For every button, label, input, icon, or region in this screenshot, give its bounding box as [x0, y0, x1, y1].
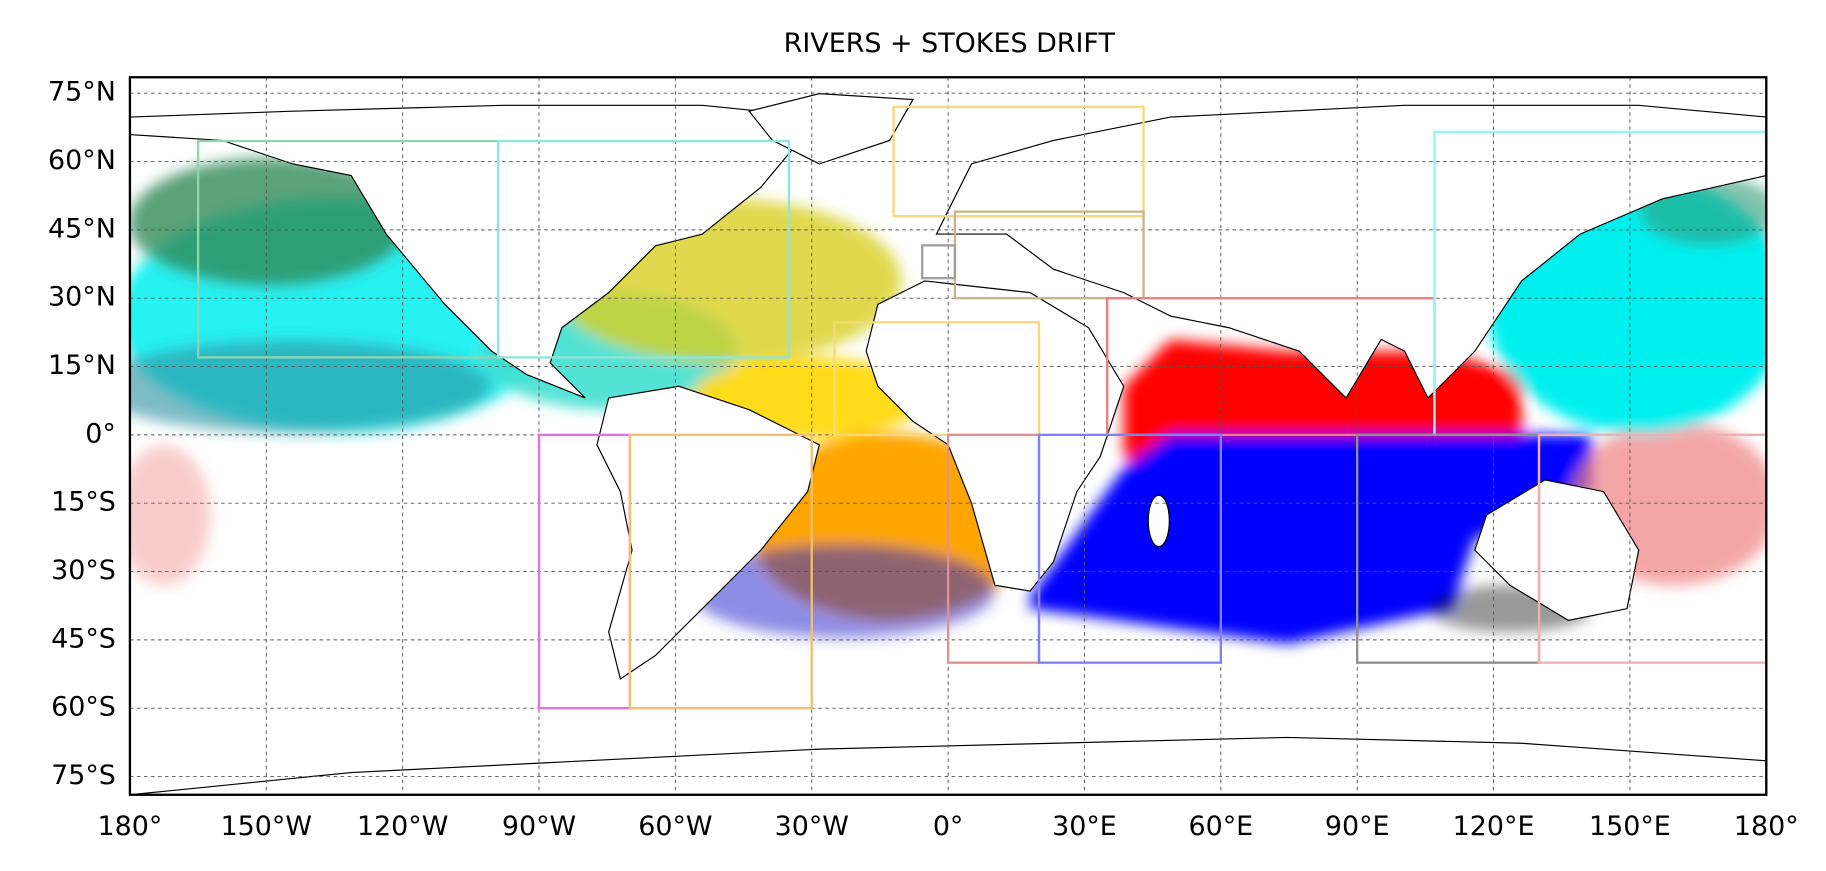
y-tick-label: 75°S — [51, 760, 116, 791]
x-tick-label: 30°W — [775, 811, 849, 842]
x-tick-label: 180° — [98, 811, 163, 842]
y-tick-label: 75°N — [48, 77, 116, 108]
region-box — [496, 139, 791, 359]
chart-title: RIVERS + STOKES DRIFT — [784, 28, 1116, 59]
y-tick-label: 60°S — [51, 692, 116, 723]
y-tick-label: 30°S — [51, 555, 116, 586]
x-tick-label: 120°E — [1453, 811, 1535, 842]
y-tick-label: 60°N — [48, 145, 116, 176]
x-tick-label: 0° — [933, 811, 964, 842]
map: RIVERS + STOKES DRIFT 180° 150°W 120°W 90°W… — [48, 28, 1799, 842]
y-tick-label: 0° — [85, 418, 116, 449]
y-tick-label: 45°N — [48, 213, 116, 244]
map-frame — [128, 76, 1768, 796]
y-tick-label: 30°N — [48, 282, 116, 313]
x-tick-label: 60°W — [638, 811, 712, 842]
region-box — [892, 105, 1145, 218]
x-tick-label: 60°E — [1188, 811, 1253, 842]
x-tick-label: 120°W — [357, 811, 448, 842]
region-box — [921, 244, 957, 280]
axes: 180° 150°W 120°W 90°W 60°W 30°W 0° 30°E 60°E 90°E… — [48, 77, 1799, 842]
x-tick-label: 150°W — [221, 811, 312, 842]
x-tick-label: 180° — [1734, 811, 1799, 842]
x-tick-label: 150°E — [1589, 811, 1671, 842]
x-tick-label: 90°W — [502, 811, 576, 842]
y-tick-label: 15°N — [48, 350, 116, 381]
region-box — [1037, 433, 1223, 664]
x-tick-label: 30°E — [1052, 811, 1117, 842]
x-tick-label: 90°E — [1325, 811, 1390, 842]
region-box — [628, 433, 813, 710]
y-tick-label: 45°S — [51, 623, 116, 654]
particle-clouds — [129, 93, 1767, 795]
region-box — [833, 321, 1041, 437]
y-tick-label: 15°S — [51, 487, 116, 518]
